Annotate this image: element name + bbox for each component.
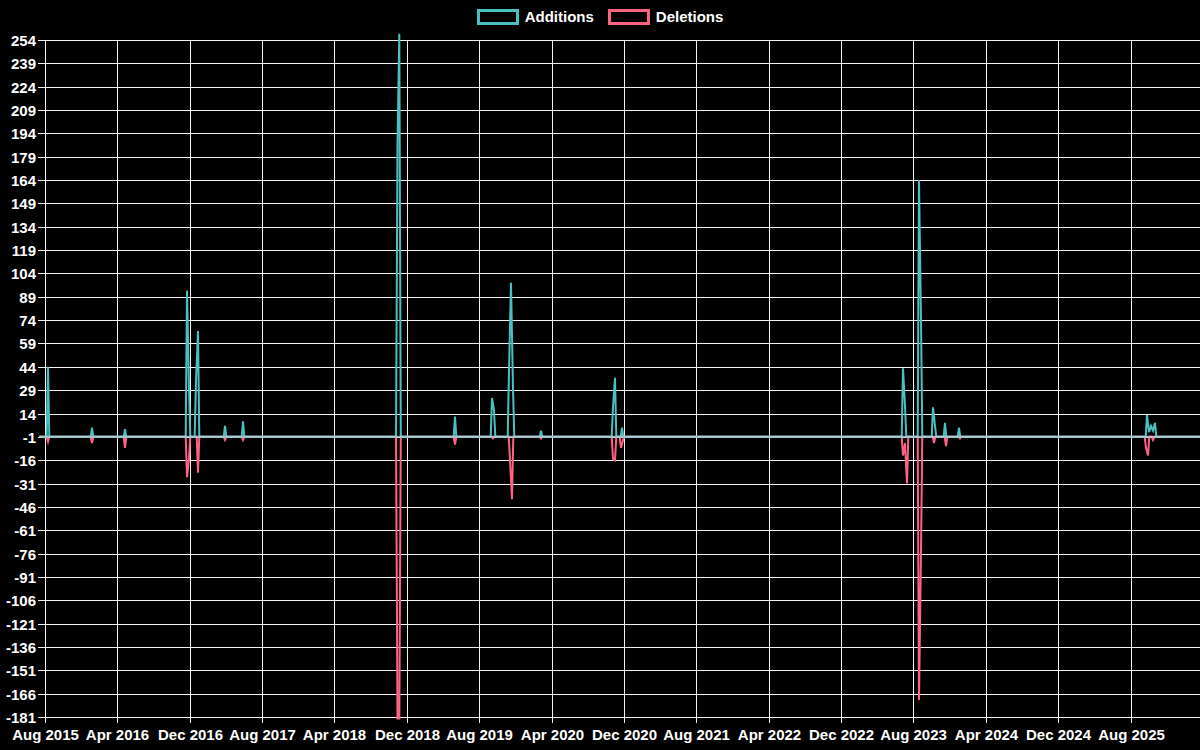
y-tick-label: 224: [11, 79, 37, 96]
x-tick-label: Dec 2016: [158, 726, 223, 743]
y-tick-label: -16: [14, 452, 36, 469]
y-tick-label: 194: [11, 125, 37, 142]
x-tick-label: Aug 2021: [663, 726, 730, 743]
y-tick-label: -91: [14, 569, 36, 586]
x-tick-label: Aug 2019: [446, 726, 513, 743]
x-tick-label: Apr 2020: [521, 726, 584, 743]
y-tick-label: -61: [14, 522, 36, 539]
y-tick-label: 119: [12, 242, 36, 259]
x-tick-label: Dec 2020: [592, 726, 657, 743]
y-tick-label: 209: [11, 102, 36, 119]
y-tick-label: 104: [11, 265, 37, 282]
legend: Additions Deletions: [0, 9, 1200, 25]
y-tick-label: 29: [19, 382, 36, 399]
y-tick-label: -151: [6, 662, 36, 679]
y-tick-label: 254: [11, 32, 37, 49]
y-tick-label: 164: [11, 172, 37, 189]
y-tick-label: -166: [6, 686, 36, 703]
y-tick-label: 74: [19, 312, 36, 329]
deletions-legend-label: Deletions: [656, 9, 724, 25]
additions-swatch: [477, 9, 519, 25]
x-tick-label: Apr 2024: [955, 726, 1019, 743]
x-tick-label: Dec 2018: [375, 726, 440, 743]
x-tick-label: Aug 2025: [1098, 726, 1165, 743]
x-tick-label: Aug 2015: [12, 726, 79, 743]
y-tick-label: 14: [19, 406, 36, 423]
additions-line: [39, 34, 1200, 437]
y-tick-label: 179: [11, 149, 36, 166]
x-tick-label: Aug 2017: [229, 726, 296, 743]
x-tick-label: Aug 2023: [880, 726, 947, 743]
y-tick-label: 149: [11, 195, 36, 212]
y-tick-label: 59: [19, 335, 36, 352]
y-tick-label: -106: [6, 592, 36, 609]
y-tick-label: -181: [6, 709, 36, 726]
y-tick-label: 44: [19, 359, 36, 376]
y-tick-label: 89: [19, 289, 36, 306]
x-tick-label: Dec 2024: [1026, 726, 1092, 743]
y-tick-label: 134: [11, 219, 37, 236]
deletions-swatch: [608, 9, 650, 25]
legend-item-additions[interactable]: Additions: [477, 9, 594, 25]
additions-legend-label: Additions: [525, 9, 594, 25]
y-tick-label: 239: [11, 55, 36, 72]
y-tick-label: -136: [6, 639, 36, 656]
x-tick-label: Apr 2016: [86, 726, 149, 743]
y-tick-label: -46: [14, 499, 36, 516]
x-tick-label: Dec 2022: [809, 726, 874, 743]
y-tick-label: -1: [23, 429, 36, 446]
x-tick-label: Apr 2018: [303, 726, 366, 743]
y-tick-label: -31: [14, 476, 36, 493]
x-tick-label: Apr 2022: [738, 726, 801, 743]
plot-area: 254 239 224 209 194 179 164 149 134 119 104 89 74 59 4…: [0, 0, 1200, 750]
y-tick-label: -121: [6, 616, 36, 633]
code-frequency-chart: 254 239 224 209 194 179 164 149 134 119 104 89 74 59 4…: [0, 0, 1200, 750]
y-tick-label: -76: [14, 546, 36, 563]
legend-item-deletions[interactable]: Deletions: [608, 9, 724, 25]
